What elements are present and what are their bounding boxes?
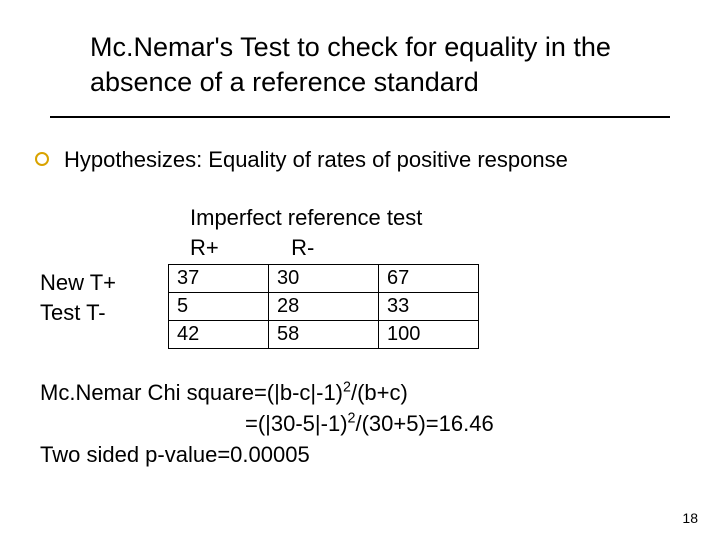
formula-block: Mc.Nemar Chi square=(|b-c|-1)2/(b+c) =(|…: [40, 378, 494, 470]
exponent: 2: [343, 380, 351, 396]
row-label-t-minus: Test T-: [40, 298, 116, 328]
formula-text: =(|30-5|-1): [245, 411, 348, 436]
formula-line-1: Mc.Nemar Chi square=(|b-c|-1)2/(b+c): [40, 378, 494, 409]
table-row: 42 58 100: [169, 321, 479, 349]
row-label-t-plus: New T+: [40, 268, 116, 298]
formula-line-2: =(|30-5|-1)2/(30+5)=16.46: [40, 409, 494, 440]
page-number: 18: [682, 510, 698, 526]
table-cell: 67: [379, 265, 479, 293]
bullet-ring-icon: [35, 152, 49, 166]
formula-text: Mc.Nemar Chi square=(|b-c|-1): [40, 380, 343, 405]
table-cell: 30: [269, 265, 379, 293]
formula-text: /(b+c): [351, 380, 408, 405]
formula-line-3: Two sided p-value=0.00005: [40, 440, 494, 471]
table-cell: 37: [169, 265, 269, 293]
row-labels: New T+ Test T-: [40, 268, 116, 327]
contingency-table: 37 30 67 5 28 33 42 58 100: [168, 264, 479, 349]
table-cell: 5: [169, 293, 269, 321]
table-cell: 58: [269, 321, 379, 349]
column-headers: R+ R-: [190, 235, 314, 261]
table-row: 5 28 33: [169, 293, 479, 321]
title-underline: [50, 116, 670, 118]
table-row: 37 30 67: [169, 265, 479, 293]
formula-text: /(30+5)=16.46: [355, 411, 493, 436]
col-header-r-minus: R-: [291, 235, 314, 261]
table-cell: 100: [379, 321, 479, 349]
table-cell: 33: [379, 293, 479, 321]
hypothesis-text: Hypothesizes: Equality of rates of posit…: [64, 145, 624, 175]
table-cell: 28: [269, 293, 379, 321]
col-header-r-plus: R+: [190, 235, 285, 261]
table-cell: 42: [169, 321, 269, 349]
reference-test-label: Imperfect reference test: [190, 205, 422, 231]
slide-title: Mc.Nemar's Test to check for equality in…: [90, 30, 650, 100]
